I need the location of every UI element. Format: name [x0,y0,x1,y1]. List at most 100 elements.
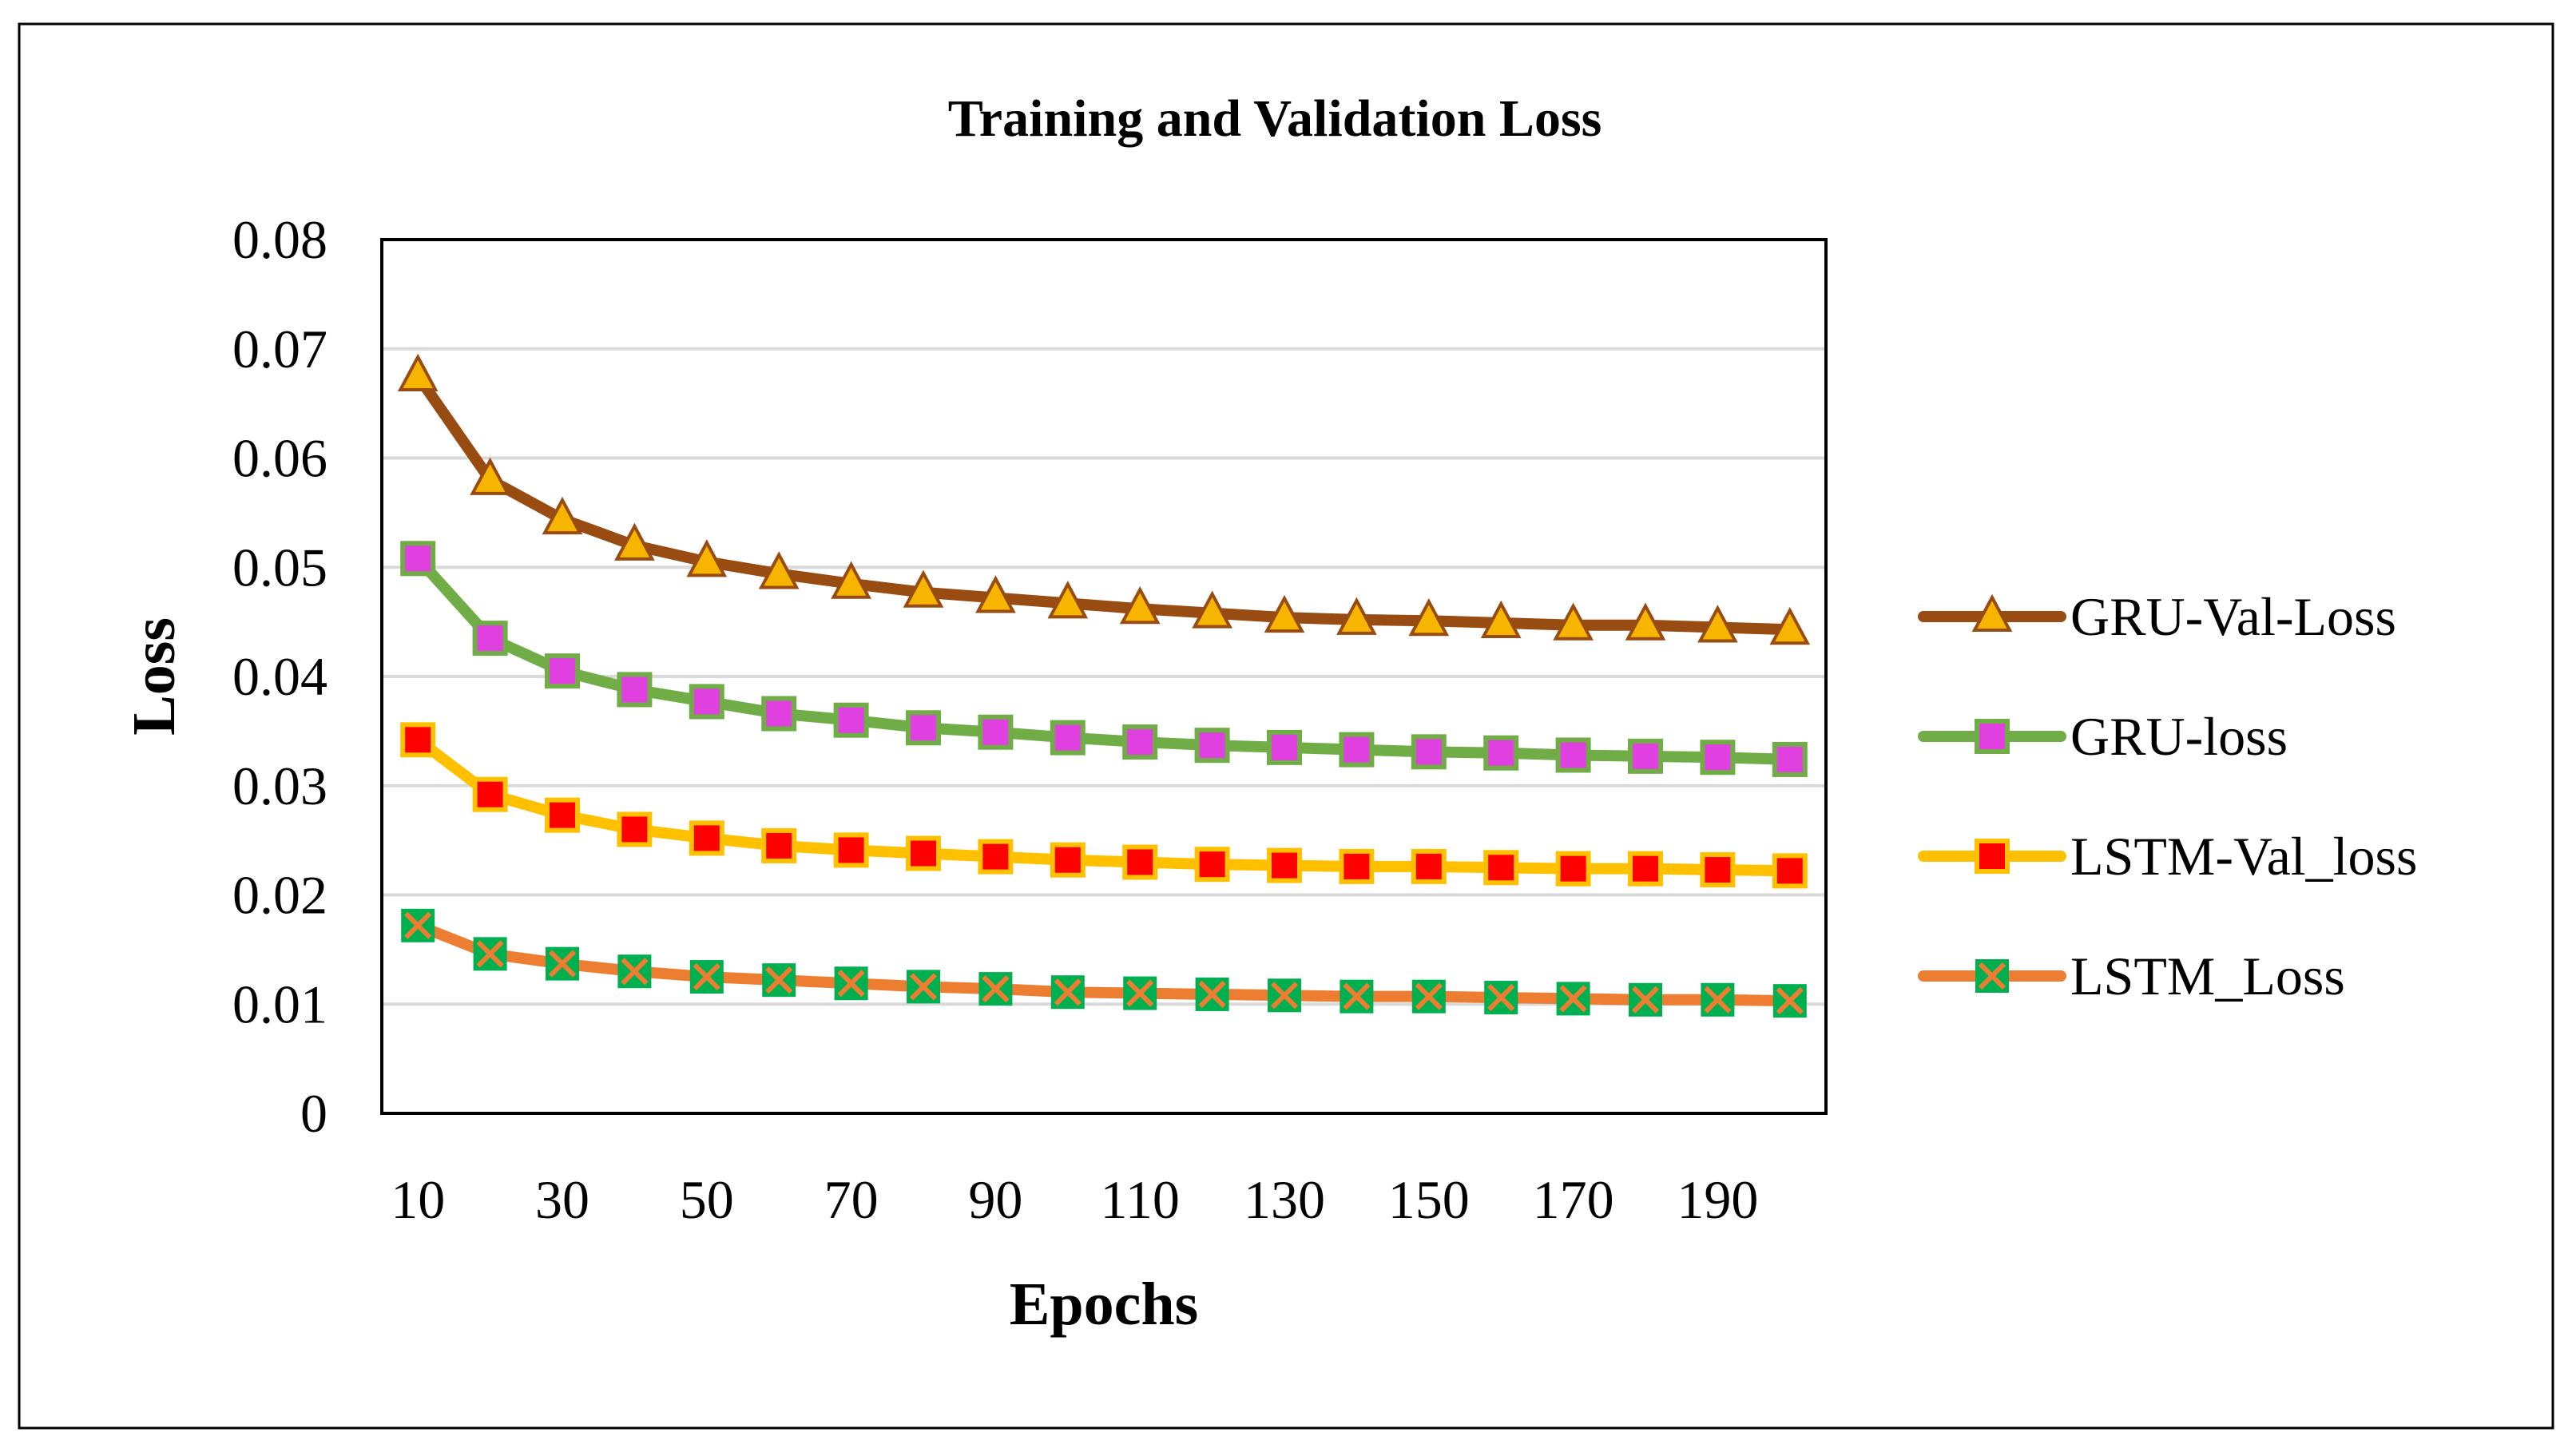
data-point-gru-loss [1194,728,1230,764]
x-tick-label: 70 [824,1169,879,1230]
data-point-gru-val-loss [470,457,510,495]
data-point-lstm-loss [546,946,579,981]
x-tick-label: 190 [1677,1169,1758,1230]
data-point-lstm-val-loss [1700,852,1736,888]
series-gru-val-loss [397,353,1811,645]
data-point-lstm-loss [1411,979,1446,1014]
data-point-lstm-loss [1701,982,1735,1017]
data-point-gru-val-loss [686,539,728,577]
data-point-gru-loss [617,672,653,708]
data-point-lstm-val-loss [1483,850,1519,886]
data-point-gru-val-loss [903,569,944,608]
y-tick-label: 0.07 [232,319,327,379]
data-point-lstm-loss [689,960,724,994]
data-point-lstm-val-loss [1628,851,1663,887]
data-point-lstm-loss [473,937,507,971]
data-point-lstm-loss [907,970,940,1004]
legend-label-lstm-loss: LSTM_Loss [2070,946,2345,1006]
data-point-lstm-val-loss [978,839,1014,875]
data-point-gru-loss [1411,734,1447,770]
data-point-gru-loss [978,714,1014,750]
data-point-gru-val-loss [1119,585,1161,625]
data-point-gru-loss [1772,741,1808,777]
x-tick-label: 50 [680,1169,734,1230]
data-point-lstm-val-loss [1194,847,1230,883]
data-point-gru-val-loss [1553,602,1594,641]
data-point-lstm-loss [834,966,868,1001]
legend-marker-lstm-loss [1975,959,2009,993]
legend-marker-gru-val-loss [1971,593,2013,632]
data-point-gru-loss [689,684,724,720]
legend-item-gru-val-loss: GRU-Val-Loss [1918,586,2396,647]
data-point-lstm-val-loss [906,835,941,871]
series-lstm-val-loss [400,722,1808,889]
x-axis-title: Epochs [1010,1271,1199,1338]
y-axis-ticks: 0 0.01 0.02 0.03 0.04 0.05 0.06 0.07 0.08 [232,209,327,1144]
y-tick-label: 0.05 [232,537,327,597]
y-tick-label: 0.04 [232,646,327,707]
data-point-lstm-val-loss [761,827,797,863]
legend-label-gru-loss: GRU-loss [2070,706,2288,767]
y-axis-title: Loss [121,617,188,736]
data-point-lstm-loss [1772,984,1807,1018]
x-tick-label: 110 [1100,1169,1179,1230]
data-point-gru-val-loss [1769,606,1811,645]
data-point-gru-val-loss [1047,581,1089,619]
data-point-lstm-val-loss [545,797,580,833]
x-tick-label: 10 [391,1169,445,1230]
data-point-lstm-loss [1268,978,1301,1013]
y-tick-label: 0.08 [232,209,327,270]
figure-border [18,22,2554,1430]
data-point-gru-val-loss [614,522,655,561]
data-point-lstm-val-loss [689,820,724,856]
data-point-lstm-val-loss [1339,848,1375,884]
legend-item-lstm-val-loss: LSTM-Val_loss [1918,826,2417,887]
y-tick-label: 0 [300,1083,327,1144]
data-point-gru-val-loss [1480,600,1522,638]
y-tick-label: 0.02 [232,865,327,926]
data-point-gru-val-loss [542,496,583,535]
data-point-gru-val-loss [1192,590,1232,629]
legend-label-lstm-val-loss: LSTM-Val_loss [2070,826,2417,887]
y-tick-label: 0.06 [232,428,327,489]
data-point-gru-loss [1122,724,1158,760]
legend-label-gru-val-loss: GRU-Val-Loss [2070,586,2396,647]
x-tick-label: 170 [1533,1169,1614,1230]
plot-area-border [380,238,1828,1115]
series-lstm-loss [401,908,1807,1018]
data-point-gru-loss [906,710,941,746]
data-point-gru-val-loss [1336,597,1377,635]
data-point-lstm-loss [1050,975,1085,1010]
data-point-lstm-val-loss [1555,851,1591,887]
x-tick-label: 30 [535,1169,589,1230]
data-point-gru-loss [1267,729,1302,765]
legend: GRU-Val-Loss GRU-loss LSTM-Val_loss LSTM_Lo… [1918,586,2417,1006]
data-point-lstm-val-loss [1050,842,1086,878]
data-point-lstm-val-loss [1772,853,1808,889]
data-point-lstm-loss [978,972,1013,1006]
data-point-gru-loss [472,621,508,657]
data-point-lstm-val-loss [1411,848,1447,884]
series-layer [397,353,1811,1018]
data-point-gru-loss [761,696,797,732]
x-axis-ticks: 10 30 50 70 90 110 130 150 170 190 [391,1169,1758,1230]
data-point-lstm-val-loss [833,832,869,868]
data-point-gru-loss [1483,735,1519,771]
data-point-lstm-val-loss [472,776,508,812]
data-point-gru-loss [1700,740,1736,776]
chart-title: Training and Validation Loss [948,89,1602,148]
data-point-gru-loss [1050,720,1086,756]
data-point-lstm-loss [1123,976,1157,1010]
data-point-gru-val-loss [831,561,871,599]
legend-item-lstm-loss: LSTM_Loss [1918,946,2345,1006]
legend-item-gru-loss: GRU-loss [1918,706,2288,767]
data-point-gru-val-loss [1625,602,1666,641]
data-point-gru-loss [1555,737,1591,773]
data-point-lstm-loss [762,963,796,998]
data-point-lstm-loss [1556,982,1590,1016]
data-point-lstm-val-loss [617,811,653,847]
data-point-lstm-val-loss [1122,844,1158,880]
legend-marker-gru-loss [1975,719,2010,754]
data-point-lstm-loss [1484,981,1518,1015]
